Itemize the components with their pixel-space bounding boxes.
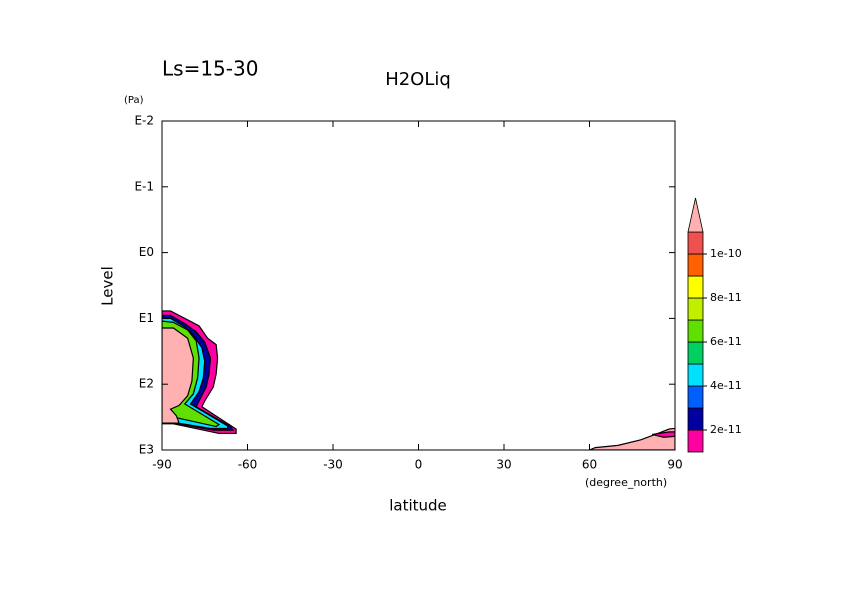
contour-region bbox=[589, 427, 675, 450]
colorbar-segment bbox=[687, 275, 704, 299]
x-unit: (degree_north) bbox=[585, 476, 667, 489]
colorbar-segment bbox=[687, 231, 704, 255]
colorbar-label: 1e-10 bbox=[710, 247, 742, 260]
colorbar-segment bbox=[687, 385, 704, 409]
y-tick-label: E2 bbox=[139, 377, 154, 391]
colorbar-segment bbox=[687, 297, 704, 321]
colorbar-segment bbox=[687, 363, 704, 387]
y-tick-label: E1 bbox=[139, 311, 154, 325]
x-tick-label: 90 bbox=[667, 458, 682, 472]
y-axis-label: Level bbox=[99, 266, 117, 306]
plot-frame bbox=[161, 120, 676, 451]
x-tick-label: -90 bbox=[152, 458, 172, 472]
x-tick-label: -60 bbox=[238, 458, 258, 472]
y-tick-label: E-1 bbox=[134, 179, 154, 193]
contour-region bbox=[162, 327, 194, 424]
colorbar-label: 6e-11 bbox=[710, 335, 742, 348]
subtitle: Ls=15-30 bbox=[162, 57, 258, 81]
x-tick-label: -30 bbox=[323, 458, 343, 472]
colorbar-segment bbox=[687, 253, 704, 277]
colorbar-label: 8e-11 bbox=[710, 291, 742, 304]
colorbar-segment bbox=[687, 341, 704, 365]
y-tick-label: E0 bbox=[139, 245, 154, 259]
x-tick-label: 30 bbox=[496, 458, 511, 472]
colorbar-label: 4e-11 bbox=[710, 379, 742, 392]
colorbar-extend bbox=[687, 197, 704, 233]
y-unit: (Pa) bbox=[124, 95, 144, 106]
x-axis-label: latitude bbox=[389, 497, 447, 515]
y-tick-label: E3 bbox=[139, 443, 154, 457]
x-tick-label: 0 bbox=[415, 458, 423, 472]
contour-region bbox=[652, 431, 675, 438]
colorbar-segment bbox=[687, 319, 704, 343]
colorbar-segment bbox=[687, 407, 704, 431]
x-tick-label: 60 bbox=[582, 458, 597, 472]
colorbar-segment bbox=[687, 429, 704, 453]
chart-title: H2OLiq bbox=[385, 69, 451, 90]
colorbar-label: 2e-11 bbox=[710, 423, 742, 436]
y-tick-label: E-2 bbox=[134, 114, 154, 128]
